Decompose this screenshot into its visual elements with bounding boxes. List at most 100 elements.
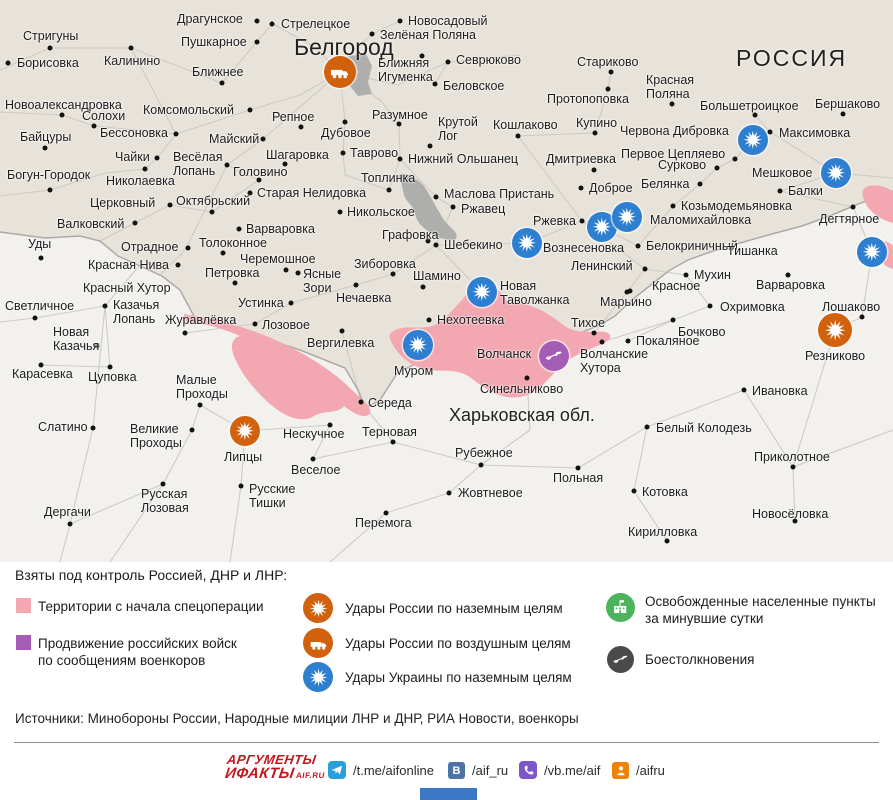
town-dot bbox=[32, 315, 38, 321]
town-label: Дмитриевка bbox=[546, 152, 616, 166]
town-label: Топлинка bbox=[361, 171, 416, 185]
town-label: Стрелецкое bbox=[281, 17, 351, 31]
town-label: Ленинский bbox=[571, 259, 633, 273]
legend-label-advance: Продвижение российских войск по сообщени… bbox=[38, 636, 237, 668]
town-dot bbox=[450, 204, 456, 210]
town-dot bbox=[592, 130, 598, 136]
controlled-territory-zone bbox=[184, 314, 371, 420]
town-dot bbox=[390, 439, 396, 445]
town-label: Марьино bbox=[600, 295, 652, 309]
town-dot bbox=[386, 187, 392, 193]
telegram-handle: /t.me/aifonline bbox=[353, 762, 434, 778]
town-dot bbox=[175, 262, 181, 268]
town-label: Нескучное bbox=[283, 427, 345, 441]
town-dot bbox=[38, 255, 44, 261]
town-dot bbox=[599, 339, 605, 345]
town-dot bbox=[342, 119, 348, 125]
town-label: Купино bbox=[576, 116, 618, 130]
town-label: Уды bbox=[28, 237, 52, 251]
town-dot bbox=[683, 272, 689, 278]
town-dot bbox=[358, 399, 364, 405]
partial-bottom-element bbox=[420, 788, 477, 800]
town-label: Балки bbox=[788, 184, 823, 198]
town-label: Нижний Ольшанец bbox=[408, 152, 519, 166]
town-label: Маслова Пристань bbox=[444, 187, 555, 201]
ru-ground-strike-marker bbox=[818, 313, 852, 347]
ok-handle: /aifru bbox=[636, 763, 665, 778]
town-dot bbox=[433, 194, 439, 200]
town-dot bbox=[182, 330, 188, 336]
town-dot bbox=[767, 129, 773, 135]
town-label: Резниково bbox=[805, 349, 866, 363]
town-label: Тихое bbox=[571, 316, 606, 330]
town-label: Варваровка bbox=[756, 278, 825, 292]
social-link-viber[interactable]: /vb.me/aif bbox=[519, 761, 600, 779]
town-dot bbox=[383, 510, 389, 516]
town-label: Красная Нива bbox=[88, 258, 169, 272]
town-dot bbox=[337, 209, 343, 215]
town-dot bbox=[714, 165, 720, 171]
legend-label-liberated: Освобожденные населенные пункты за минув… bbox=[645, 594, 876, 626]
town-label: Отрадное bbox=[121, 240, 179, 254]
town-label: Муром bbox=[394, 364, 434, 378]
town-label: Охримовка bbox=[720, 300, 785, 314]
town-label: Ивановка bbox=[752, 384, 808, 398]
town-label: Кирилловка bbox=[628, 525, 698, 539]
town-dot bbox=[707, 303, 713, 309]
town-label: Перемога bbox=[355, 516, 412, 530]
road bbox=[637, 139, 754, 247]
road bbox=[0, 133, 177, 197]
town-label: Вознесеновка bbox=[543, 241, 625, 255]
town-dot bbox=[624, 289, 630, 295]
viber-handle: /vb.me/aif bbox=[544, 762, 601, 778]
town-dot bbox=[419, 53, 425, 59]
ua-ground-strike-marker bbox=[857, 237, 887, 267]
town-dot bbox=[197, 402, 203, 408]
town-label: Большетроицкое bbox=[700, 99, 799, 113]
town-dot bbox=[256, 177, 262, 183]
town-label: Середа bbox=[368, 396, 412, 410]
town-label: Бочково bbox=[678, 325, 726, 339]
town-dot bbox=[283, 267, 289, 273]
town-dot bbox=[697, 181, 703, 187]
town-label: Новосадовый bbox=[408, 14, 488, 28]
town-label: Севрюково bbox=[456, 53, 521, 67]
purple-advance-swatch bbox=[16, 635, 31, 650]
town-label: Протопоповка bbox=[547, 92, 629, 106]
town-dot bbox=[427, 143, 433, 149]
town-dot bbox=[578, 185, 584, 191]
town-dot bbox=[785, 272, 791, 278]
town-label: Вергилевка bbox=[307, 336, 375, 350]
clash-marker bbox=[539, 341, 569, 371]
social-link-ok[interactable]: /aifru bbox=[612, 762, 665, 779]
ua-ground-strike-icon bbox=[303, 662, 333, 692]
town-dot bbox=[132, 220, 138, 226]
ru-ground-strike-icon bbox=[303, 593, 333, 623]
town-dot bbox=[236, 226, 242, 232]
town-dot bbox=[605, 86, 611, 92]
town-label: Ржевка bbox=[533, 214, 576, 228]
town-label: Репное bbox=[272, 110, 315, 124]
town-dot bbox=[47, 187, 53, 193]
town-dot bbox=[642, 266, 648, 272]
town-label: Новоалександровка bbox=[5, 98, 122, 112]
town-label: Рубежное bbox=[455, 446, 513, 460]
town-label: Русская Лозовая bbox=[141, 487, 189, 515]
road bbox=[339, 54, 521, 86]
legend: Взяты под контроль Россией, ДНР и ЛНР: Т… bbox=[0, 562, 893, 705]
town-dot bbox=[298, 124, 304, 130]
town-dot bbox=[432, 81, 438, 87]
town-label: Красный Хутор bbox=[83, 281, 171, 295]
town-label: Синельниково bbox=[480, 382, 564, 396]
town-label: Волчанск bbox=[477, 347, 532, 361]
town-label: Головино bbox=[233, 165, 288, 179]
town-label: Устинка bbox=[238, 296, 284, 310]
town-dot bbox=[625, 338, 631, 344]
town-dot bbox=[327, 422, 333, 428]
town-label: Валковский bbox=[57, 217, 125, 231]
social-link-vk[interactable]: B /aif_ru bbox=[448, 762, 508, 779]
town-label: Ближняя Игуменка bbox=[378, 56, 433, 84]
social-link-telegram[interactable]: /t.me/aifonline bbox=[328, 761, 434, 779]
town-dot bbox=[627, 288, 633, 294]
town-label: Красная Поляна bbox=[646, 73, 695, 101]
